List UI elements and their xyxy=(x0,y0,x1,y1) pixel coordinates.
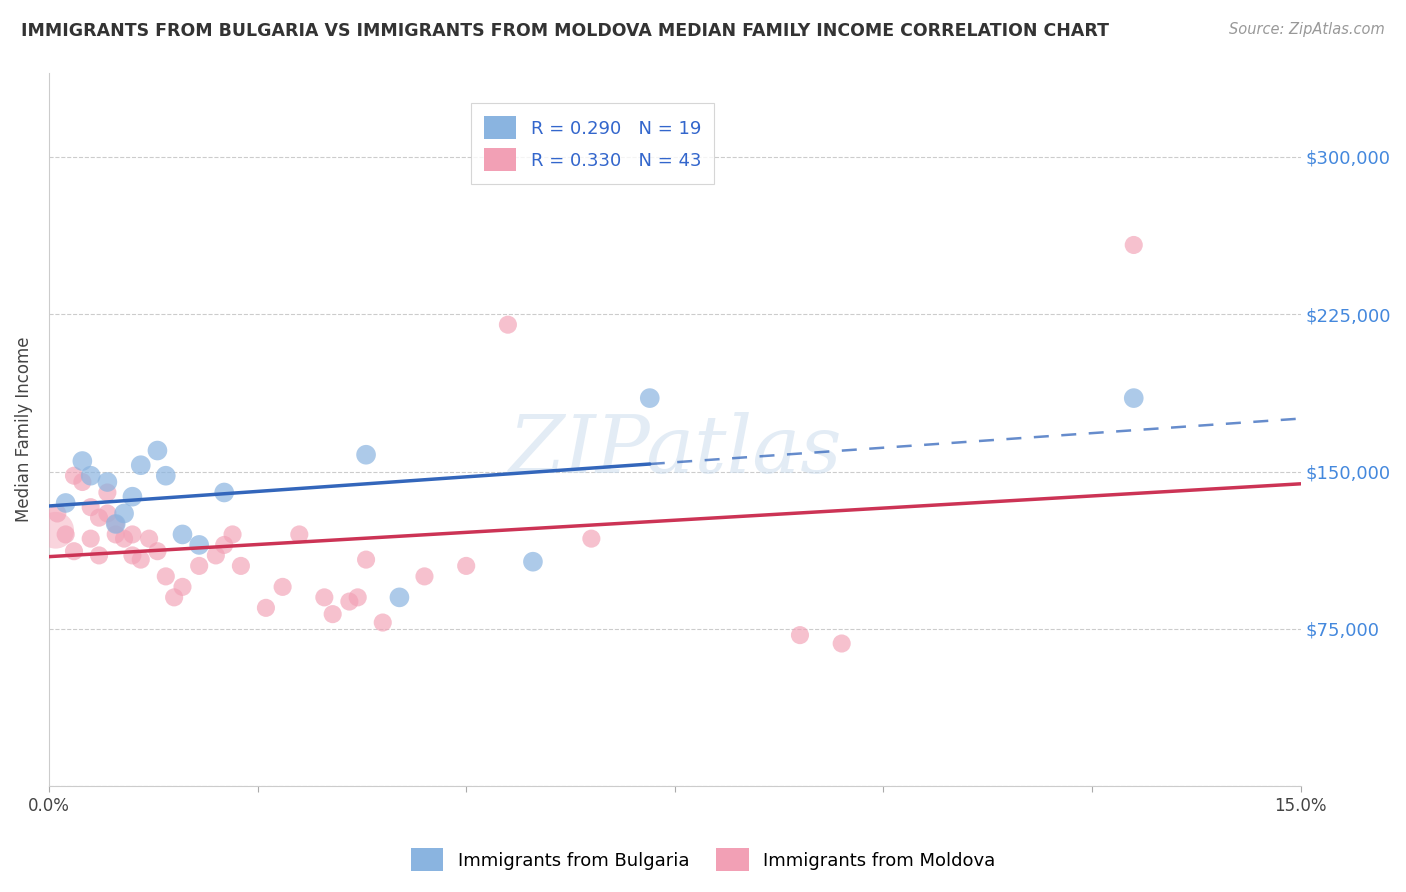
Point xyxy=(121,549,143,563)
Point xyxy=(129,552,152,566)
Point xyxy=(121,490,143,504)
Point xyxy=(146,443,169,458)
Point xyxy=(522,555,544,569)
Point xyxy=(188,558,211,573)
Point xyxy=(188,538,211,552)
Point xyxy=(155,468,177,483)
Point xyxy=(314,591,336,605)
Point xyxy=(212,485,235,500)
Point xyxy=(581,532,603,546)
Point xyxy=(413,569,436,583)
Point xyxy=(80,468,103,483)
Point xyxy=(205,549,228,563)
Point xyxy=(354,448,377,462)
Point xyxy=(638,391,661,405)
Point xyxy=(112,507,135,521)
Point xyxy=(45,523,67,537)
Point xyxy=(104,516,127,531)
Point xyxy=(1122,238,1144,252)
Point xyxy=(346,591,368,605)
Point xyxy=(72,454,94,468)
Point xyxy=(63,468,86,483)
Point xyxy=(456,558,478,573)
Y-axis label: Median Family Income: Median Family Income xyxy=(15,337,32,523)
Text: IMMIGRANTS FROM BULGARIA VS IMMIGRANTS FROM MOLDOVA MEDIAN FAMILY INCOME CORRELA: IMMIGRANTS FROM BULGARIA VS IMMIGRANTS F… xyxy=(21,22,1109,40)
Point xyxy=(354,552,377,566)
Point xyxy=(496,318,519,332)
Point xyxy=(337,594,360,608)
Point xyxy=(96,507,118,521)
Point xyxy=(96,475,118,489)
Point xyxy=(831,636,853,650)
Point xyxy=(371,615,394,630)
Point xyxy=(63,544,86,558)
Point xyxy=(172,580,194,594)
Point xyxy=(229,558,252,573)
Point xyxy=(271,580,294,594)
Point xyxy=(96,485,118,500)
Point xyxy=(87,549,110,563)
Legend: R = 0.290   N = 19, R = 0.330   N = 43: R = 0.290 N = 19, R = 0.330 N = 43 xyxy=(471,103,714,184)
Point xyxy=(55,496,77,510)
Point xyxy=(112,532,135,546)
Point xyxy=(129,458,152,473)
Legend: Immigrants from Bulgaria, Immigrants from Moldova: Immigrants from Bulgaria, Immigrants fro… xyxy=(404,841,1002,879)
Point xyxy=(789,628,811,642)
Point xyxy=(212,538,235,552)
Point xyxy=(388,591,411,605)
Point xyxy=(138,532,160,546)
Point xyxy=(46,507,69,521)
Point xyxy=(172,527,194,541)
Point xyxy=(72,475,94,489)
Point xyxy=(155,569,177,583)
Point xyxy=(221,527,243,541)
Point xyxy=(146,544,169,558)
Text: Source: ZipAtlas.com: Source: ZipAtlas.com xyxy=(1229,22,1385,37)
Point xyxy=(55,527,77,541)
Point xyxy=(288,527,311,541)
Text: ZIPatlas: ZIPatlas xyxy=(508,412,842,490)
Point xyxy=(80,532,103,546)
Point xyxy=(163,591,186,605)
Point xyxy=(322,607,344,622)
Point xyxy=(80,500,103,515)
Point xyxy=(254,600,277,615)
Point xyxy=(1122,391,1144,405)
Point xyxy=(104,527,127,541)
Point xyxy=(87,510,110,524)
Point xyxy=(104,516,127,531)
Point xyxy=(121,527,143,541)
